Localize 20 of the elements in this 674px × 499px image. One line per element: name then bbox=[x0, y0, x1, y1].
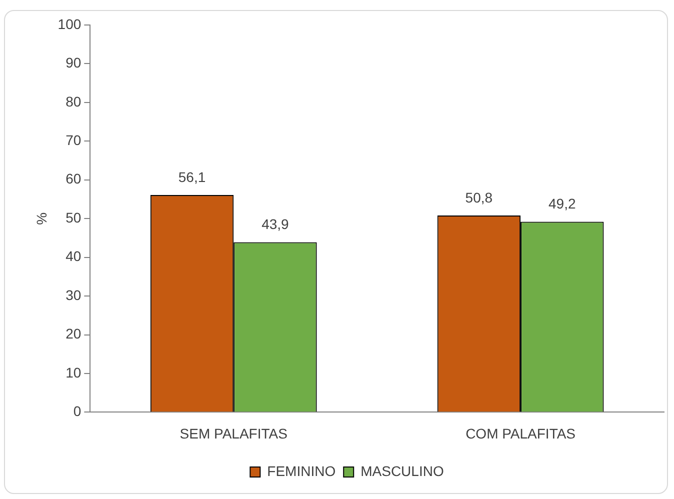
x-tick-label: COM PALAFITAS bbox=[466, 425, 576, 442]
legend-label: MASCULINO bbox=[360, 462, 444, 479]
y-tick-label: 40 bbox=[66, 248, 82, 264]
y-tick-label: 70 bbox=[66, 132, 82, 148]
data-label: 43,9 bbox=[262, 216, 290, 232]
y-tick-label: 20 bbox=[66, 326, 82, 342]
y-tick-label: 30 bbox=[66, 286, 82, 303]
y-tick-label: 90 bbox=[66, 54, 82, 71]
data-label: 49,2 bbox=[548, 196, 576, 212]
data-label: 50,8 bbox=[465, 189, 493, 206]
y-axis-title: % bbox=[33, 212, 50, 225]
y-tick-label: 60 bbox=[66, 170, 82, 187]
y-tick-label: 80 bbox=[66, 93, 82, 110]
legend-label: FEMININO bbox=[267, 462, 336, 479]
y-tick-label: 0 bbox=[73, 403, 82, 420]
y-tick-label: 100 bbox=[58, 16, 82, 32]
x-tick-label: SEM PALAFITAS bbox=[180, 425, 288, 442]
data-label: 56,1 bbox=[178, 168, 206, 185]
y-tick-label: 50 bbox=[66, 209, 82, 226]
y-tick-label: 10 bbox=[66, 364, 82, 380]
